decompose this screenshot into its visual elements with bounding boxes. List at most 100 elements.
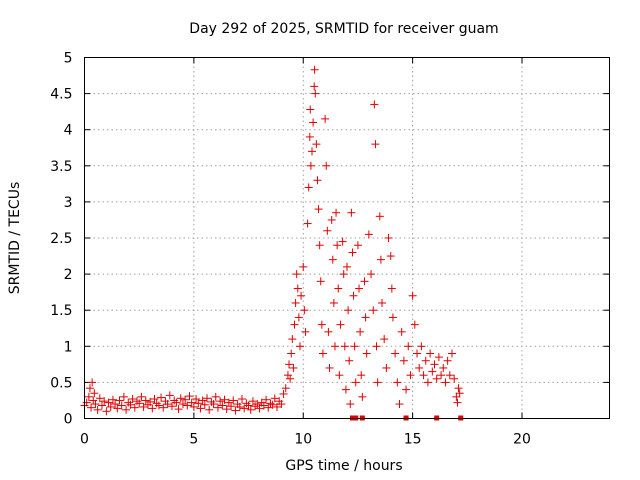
data-point [90, 389, 99, 398]
data-point [286, 374, 295, 383]
data-point [426, 349, 435, 358]
data-point [93, 405, 102, 414]
y-tick-label: 0.5 [50, 375, 72, 391]
data-point [285, 360, 294, 369]
data-point [85, 384, 94, 393]
data-point [388, 313, 397, 322]
data-point [152, 399, 161, 408]
data-point [421, 356, 430, 365]
data-point [242, 399, 251, 408]
data-point [291, 298, 300, 307]
x-tick-label: 10 [294, 432, 312, 448]
data-point [178, 400, 187, 409]
data-point [356, 327, 365, 336]
data-point [133, 397, 141, 406]
data-point [176, 394, 185, 403]
data-point [445, 371, 454, 380]
data-point [402, 385, 411, 394]
data-point [117, 401, 126, 410]
data-point [382, 363, 391, 372]
data-point [384, 234, 393, 242]
data-point [205, 405, 214, 414]
data-point [183, 401, 192, 410]
y-tick-label: 4.5 [50, 87, 72, 103]
data-point [277, 400, 286, 409]
data-point [248, 397, 257, 406]
data-point [135, 399, 144, 408]
data-point [170, 396, 179, 405]
data-point [111, 400, 120, 409]
data-point [106, 402, 115, 411]
data-point [122, 405, 131, 414]
data-point [410, 320, 419, 329]
data-point [89, 396, 98, 405]
data-point [264, 403, 273, 412]
data-point [369, 306, 378, 315]
data-point [343, 262, 351, 271]
data-point [325, 363, 334, 372]
data-point [113, 404, 122, 413]
data-point [159, 403, 168, 412]
data-point [213, 403, 222, 412]
data-point [209, 400, 218, 409]
data-point [312, 140, 321, 149]
data-point [318, 349, 327, 358]
data-point [283, 371, 292, 380]
data-point [443, 356, 452, 365]
data-point [348, 248, 357, 257]
data-point [181, 395, 190, 404]
data-point [299, 262, 308, 271]
data-point [399, 356, 408, 365]
grid-layer [84, 57, 610, 419]
data-point [417, 342, 426, 351]
data-point [157, 393, 166, 402]
data-point [238, 395, 246, 404]
data-point [148, 404, 157, 413]
data-point [198, 396, 207, 405]
data-point [316, 277, 325, 286]
data-point [314, 205, 323, 214]
data-point [289, 363, 298, 372]
x-tick-label: 5 [189, 432, 198, 448]
data-point [380, 335, 389, 344]
data-point [437, 371, 446, 380]
data-point [185, 392, 194, 401]
data-point [235, 402, 244, 411]
data-point [357, 371, 366, 380]
data-point [270, 394, 279, 403]
data-point [432, 374, 441, 383]
data-point [220, 395, 229, 404]
data-point [323, 226, 332, 235]
data-point [104, 398, 113, 407]
data-point [361, 313, 370, 322]
data-point [130, 403, 139, 412]
data-point [408, 291, 417, 300]
data-point [290, 320, 299, 329]
data-point [305, 132, 314, 141]
data-point [367, 270, 376, 279]
data-point [423, 378, 432, 387]
data-point [330, 342, 339, 351]
data-point [373, 378, 382, 387]
data-point [281, 384, 290, 393]
data-point [203, 394, 211, 403]
data-point [397, 327, 406, 336]
data-point [88, 378, 97, 387]
data-point [231, 406, 240, 415]
data-point [313, 176, 322, 185]
data-point [370, 100, 379, 109]
data-point [322, 161, 331, 170]
data-point [119, 392, 128, 401]
data-point [303, 219, 312, 228]
data-point [222, 405, 231, 414]
chart-title: Day 292 of 2025, SRMTID for receiver gua… [189, 21, 498, 37]
data-point [371, 140, 380, 149]
data-point [304, 183, 313, 192]
data-point [317, 320, 326, 329]
data-point [295, 342, 304, 351]
data-point [262, 395, 271, 404]
y-tick-label: 1 [64, 339, 73, 355]
plot-frame [84, 57, 610, 419]
y-tick-label: 5 [64, 51, 73, 67]
data-point [344, 306, 353, 315]
